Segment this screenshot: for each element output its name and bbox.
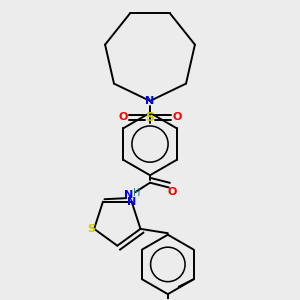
Text: O: O	[172, 112, 182, 122]
Text: N: N	[124, 190, 133, 200]
Text: N: N	[146, 96, 154, 106]
Text: S: S	[88, 224, 96, 234]
Text: O: O	[118, 112, 128, 122]
Text: H: H	[133, 188, 141, 198]
Text: O: O	[168, 187, 177, 196]
Text: S: S	[146, 111, 154, 124]
Text: N: N	[127, 196, 136, 207]
